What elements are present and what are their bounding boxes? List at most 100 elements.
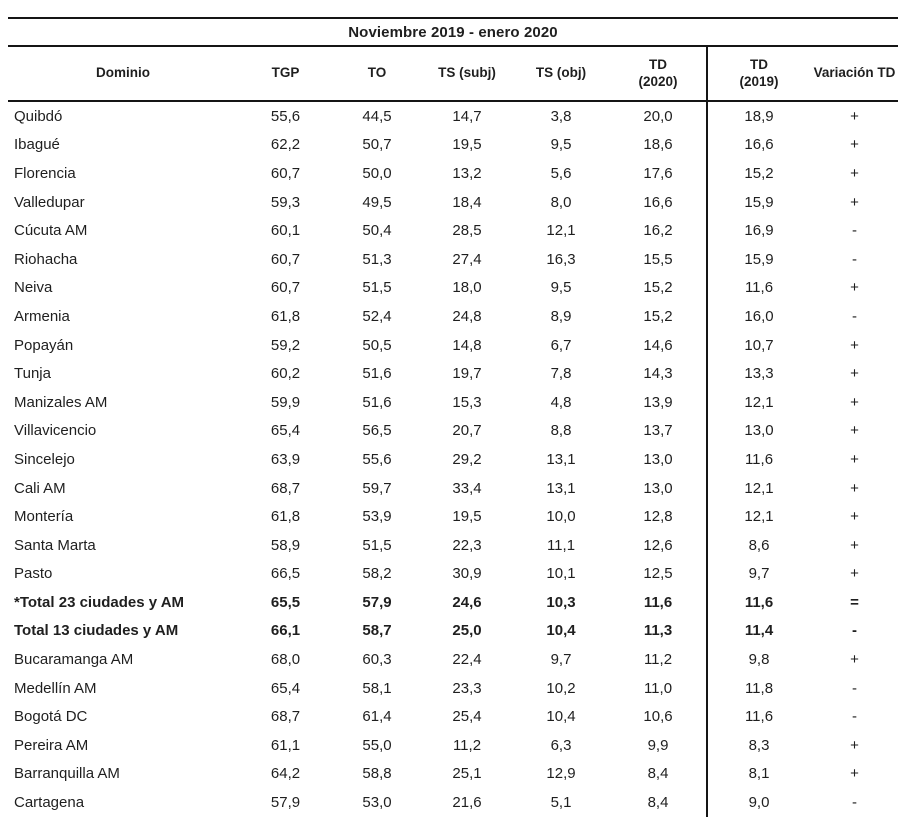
cell-ts-obj: 10,0 — [546, 508, 576, 526]
cell-to: 49,5 — [362, 193, 392, 211]
cell-ts-obj: 8,8 — [550, 422, 572, 440]
cell-td-2020: 13,0 — [643, 479, 673, 497]
cell-to: 50,0 — [362, 164, 392, 182]
table-row: Medellín AM 65,4 58,1 23,3 10,2 11,0 11,… — [8, 674, 898, 703]
cell-td-2020: 15,2 — [643, 279, 673, 297]
cell-dominio: Cartagena — [14, 794, 85, 812]
cell-variacion-td: + — [850, 164, 859, 182]
cell-ts-obj: 7,8 — [550, 365, 572, 383]
column-header-sub: (2019) — [739, 73, 779, 89]
cell-variacion-td: + — [850, 565, 859, 583]
cell-ts-obj: 11,1 — [546, 536, 576, 554]
cell-td-2020: 13,0 — [643, 450, 673, 468]
cell-dominio: Montería — [14, 508, 74, 526]
cell-dominio: Cali AM — [14, 479, 66, 497]
cell-td-2020: 15,5 — [643, 250, 673, 268]
cell-dominio: Popayán — [14, 336, 74, 354]
cell-to: 50,5 — [362, 336, 392, 354]
cell-to: 55,6 — [362, 450, 392, 468]
cell-tgp: 62,2 — [270, 136, 301, 154]
table-row: Total 13 ciudades y AM 66,1 58,7 25,0 10… — [8, 617, 898, 646]
cell-variacion-td: + — [850, 422, 859, 440]
table-title: Noviembre 2019 - enero 2020 — [8, 17, 898, 47]
cell-variacion-td: + — [850, 479, 859, 497]
cell-tgp: 58,9 — [270, 536, 301, 554]
cell-dominio: Bucaramanga AM — [14, 651, 134, 669]
cell-td-2019: 11,6 — [744, 279, 774, 297]
cell-to: 56,5 — [362, 422, 392, 440]
cell-dominio: *Total 23 ciudades y AM — [14, 593, 185, 611]
cell-td-2019: 16,0 — [744, 307, 774, 325]
cell-to: 60,3 — [362, 651, 392, 669]
cell-variacion-td: + — [850, 508, 859, 526]
cell-dominio: Armenia — [14, 307, 70, 325]
cell-ts-obj: 12,9 — [546, 765, 576, 783]
cell-dominio: Barranquilla AM — [14, 765, 120, 783]
cell-dominio: Valledupar — [14, 193, 85, 211]
cell-tgp: 68,0 — [270, 651, 301, 669]
cell-ts-subj: 15,3 — [452, 393, 482, 411]
cell-td-2019: 12,1 — [744, 393, 774, 411]
cell-dominio: Total 13 ciudades y AM — [14, 622, 179, 640]
cell-dominio: Medellín AM — [14, 679, 97, 697]
cell-ts-obj: 10,4 — [546, 708, 576, 726]
cell-ts-obj: 8,0 — [550, 193, 572, 211]
cell-dominio: Ibagué — [14, 136, 60, 154]
cell-tgp: 65,4 — [270, 422, 301, 440]
cell-td-2019: 16,6 — [744, 136, 774, 154]
cell-tgp: 60,7 — [270, 279, 301, 297]
cell-ts-obj: 8,9 — [550, 307, 572, 325]
cell-td-2019: 12,1 — [744, 479, 774, 497]
cell-tgp: 59,9 — [270, 393, 301, 411]
cell-td-2019: 9,8 — [748, 651, 770, 669]
cell-ts-obj: 13,1 — [546, 479, 576, 497]
cell-ts-subj: 14,7 — [452, 107, 482, 125]
column-header-label: TGP — [271, 65, 300, 81]
cell-to: 58,8 — [362, 765, 392, 783]
column-header-label: TO — [367, 65, 387, 81]
cell-td-2020: 14,3 — [643, 365, 673, 383]
cell-dominio: Neiva — [14, 279, 53, 297]
cell-to: 51,3 — [362, 250, 392, 268]
cell-to: 61,4 — [362, 708, 392, 726]
cell-ts-subj: 30,9 — [452, 565, 482, 583]
cell-variacion-td: + — [850, 136, 859, 154]
cell-td-2019: 13,0 — [744, 422, 774, 440]
cell-td-2020: 9,9 — [647, 736, 669, 754]
cell-ts-subj: 24,6 — [452, 593, 482, 611]
cell-dominio: Cúcuta AM — [14, 222, 88, 240]
cell-ts-subj: 25,0 — [452, 622, 482, 640]
cell-dominio: Tunja — [14, 365, 51, 383]
cell-ts-subj: 18,0 — [452, 279, 482, 297]
cell-tgp: 55,6 — [270, 107, 301, 125]
cell-td-2020: 15,2 — [643, 307, 673, 325]
table-row: Ibagué 62,2 50,7 19,5 9,5 18,6 16,6 + — [8, 131, 898, 160]
cell-ts-obj: 10,3 — [546, 593, 576, 611]
table-row: Barranquilla AM 64,2 58,8 25,1 12,9 8,4 … — [8, 760, 898, 789]
table-body: Quibdó 55,6 44,5 14,7 3,8 20,0 18,9 + Ib… — [8, 102, 898, 817]
cell-td-2020: 16,6 — [643, 193, 673, 211]
cell-to: 59,7 — [362, 479, 392, 497]
cell-tgp: 61,1 — [270, 736, 301, 754]
cell-ts-subj: 13,2 — [452, 164, 482, 182]
column-header-ts-obj: TS (obj) — [513, 65, 609, 82]
cell-to: 53,0 — [362, 794, 392, 812]
cell-dominio: Pasto — [14, 565, 53, 583]
cell-dominio: Quibdó — [14, 107, 63, 125]
cell-tgp: 66,1 — [270, 622, 301, 640]
cell-td-2019: 9,7 — [748, 565, 770, 583]
table-row: Florencia 60,7 50,0 13,2 5,6 17,6 15,2 + — [8, 159, 898, 188]
table-row: Cúcuta AM 60,1 50,4 28,5 12,1 16,2 16,9 … — [8, 216, 898, 245]
table-row: *Total 23 ciudades y AM 65,5 57,9 24,6 1… — [8, 588, 898, 617]
cell-td-2020: 8,4 — [647, 765, 669, 783]
cell-to: 58,1 — [362, 679, 392, 697]
cell-variacion-td: + — [850, 279, 859, 297]
cell-dominio: Sincelejo — [14, 450, 75, 468]
cell-dominio: Villavicencio — [14, 422, 97, 440]
cell-td-2020: 12,5 — [643, 565, 673, 583]
cell-dominio: Santa Marta — [14, 536, 96, 554]
cell-ts-subj: 27,4 — [452, 250, 482, 268]
cell-td-2019: 11,4 — [744, 622, 774, 640]
cell-ts-obj: 6,3 — [550, 736, 572, 754]
cell-to: 51,5 — [362, 536, 392, 554]
